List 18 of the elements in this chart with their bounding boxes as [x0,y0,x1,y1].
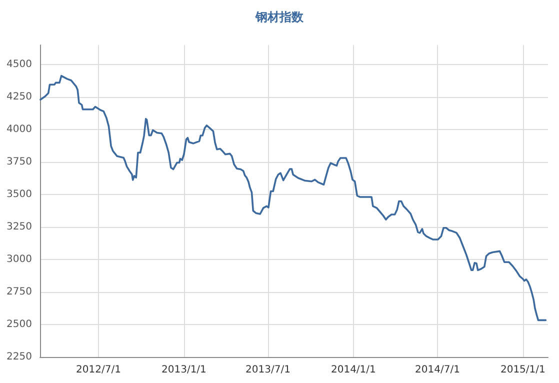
y-tick-label: 2750 [6,286,32,298]
x-tick-label: 2014/7/1 [415,364,460,376]
x-tick-label: 2015/1/1 [500,364,546,376]
y-tick-label: 2500 [6,319,32,330]
y-tick-label: 3500 [6,189,32,200]
y-tick-label: 3000 [6,254,32,265]
x-tick-label: 2014/1/1 [330,364,376,376]
y-tick-label: 3250 [6,222,32,232]
x-tick-label: 2013/1/1 [161,364,206,376]
chart-title: 钢材指数 [254,10,304,24]
y-tick-label: 4250 [6,92,32,102]
y-tick-label: 2250 [6,352,32,362]
y-tick-label: 4000 [6,124,32,135]
x-tick-label: 2012/7/1 [76,364,121,376]
y-tick-label: 3750 [6,156,32,168]
y-tick-label: 4500 [6,59,32,70]
line-series [40,74,547,322]
x-tick-label: 2013/7/1 [246,364,290,376]
